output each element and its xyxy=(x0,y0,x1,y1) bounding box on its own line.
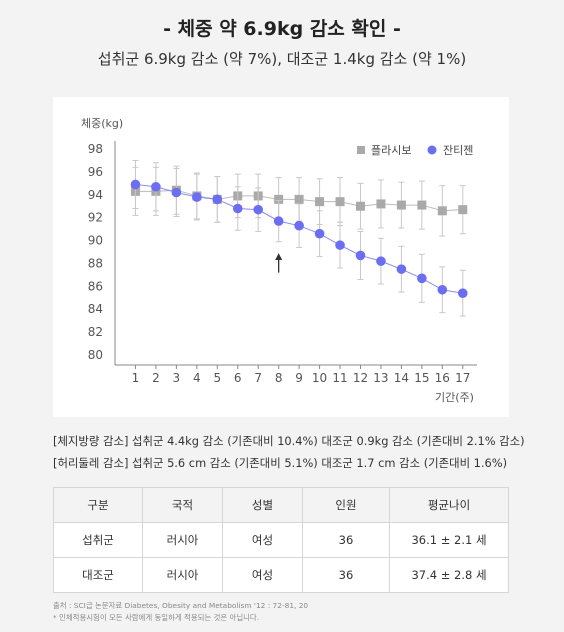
x-tick-label: 3 xyxy=(173,371,181,385)
y-tick-label: 84 xyxy=(88,302,103,316)
x-tick-label: 14 xyxy=(394,371,409,385)
table-header-cell: 평균나이 xyxy=(389,487,509,523)
annotation-arrow-head xyxy=(275,253,283,261)
chart-legend: 플라시보 잔티젠 xyxy=(357,144,473,157)
x-tick-label: 4 xyxy=(193,371,201,385)
y-tick-label: 82 xyxy=(88,325,103,339)
data-point-placebo xyxy=(376,199,386,209)
legend-marker-treatment xyxy=(427,145,437,155)
weight-line-chart: 체중(kg) 기간(주) 플라시보 잔티젠 808284868890929496… xyxy=(81,117,477,404)
table-cell: 36 xyxy=(302,522,390,558)
data-point-treatment xyxy=(130,179,141,190)
data-point-placebo xyxy=(274,194,284,204)
y-tick-label: 90 xyxy=(88,234,103,248)
table-cell: 섭취군 xyxy=(53,522,143,558)
x-tick-label: 15 xyxy=(414,371,429,385)
y-tick-label: 94 xyxy=(88,188,103,202)
data-point-placebo xyxy=(437,206,447,216)
table-cell: 여성 xyxy=(222,522,303,558)
data-point-treatment xyxy=(396,264,407,274)
table-cell: 37.4 ± 2.8 세 xyxy=(389,557,509,593)
table-cell: 러시아 xyxy=(142,522,223,558)
x-tick-label: 5 xyxy=(213,371,221,385)
footnotes: 출처 : SCI급 논문자료 Diabetes, Obesity and Met… xyxy=(53,600,308,624)
data-point-treatment xyxy=(151,181,161,192)
table-row: 대조군 러시아 여성 36 37.4 ± 2.8 세 xyxy=(53,557,509,593)
x-tick-label: 2 xyxy=(152,371,160,385)
x-tick-label: 17 xyxy=(455,371,470,385)
table-cell: 36 xyxy=(302,557,390,593)
data-point-treatment xyxy=(253,204,263,215)
note-body-fat: [체지방량 감소] 섭취군 4.4kg 감소 (기존대비 10.4%) 대조군 … xyxy=(53,434,525,448)
data-point-treatment xyxy=(314,228,325,239)
data-point-treatment xyxy=(376,256,386,266)
x-tick-label: 16 xyxy=(435,371,450,385)
x-axis-label: 기간(주) xyxy=(435,391,474,404)
table-cell: 대조군 xyxy=(53,557,143,593)
legend-label-treatment: 잔티젠 xyxy=(443,144,473,157)
data-point-treatment xyxy=(294,220,304,231)
y-tick-label: 86 xyxy=(88,279,103,293)
data-point-treatment xyxy=(417,273,427,284)
table-cell: 여성 xyxy=(222,557,303,593)
x-tick-label: 13 xyxy=(373,371,388,385)
data-point-treatment xyxy=(212,194,223,205)
table-header-row: 구분 국적 성별 인원 평균나이 xyxy=(53,487,509,523)
note-waist: [허리둘레 감소] 섭취군 5.6 cm 감소 (기존대비 5.1%) 대조군 … xyxy=(53,456,508,470)
demographics-table: 구분 국적 성별 인원 평균나이 섭취군 러시아 여성 36 36.1 ± 2.… xyxy=(53,487,509,593)
table-header-cell: 성별 xyxy=(222,487,303,523)
y-tick-label: 80 xyxy=(88,348,103,362)
footnote-source: 출처 : SCI급 논문자료 Diabetes, Obesity and Met… xyxy=(53,601,309,610)
table-header-cell: 국적 xyxy=(142,487,223,523)
y-axis-label: 체중(kg) xyxy=(81,117,123,130)
data-point-treatment xyxy=(355,250,366,261)
y-tick-label: 96 xyxy=(88,165,103,179)
data-point-treatment xyxy=(192,192,202,202)
page-title: - 체중 약 6.9kg 감소 확인 - xyxy=(163,18,401,40)
data-point-treatment xyxy=(273,216,284,226)
x-tick-label: 8 xyxy=(275,371,283,385)
legend-label-placebo: 플라시보 xyxy=(371,144,411,157)
x-tick-label: 10 xyxy=(312,371,327,385)
table-cell: 러시아 xyxy=(142,557,223,593)
data-point-placebo xyxy=(315,197,325,207)
x-tick-label: 12 xyxy=(353,371,368,385)
table-cell: 36.1 ± 2.1 세 xyxy=(389,522,509,558)
footnote-disclaimer: * 인체적용시험이 모든 사람에게 동일하게 적용되는 것은 아닙니다. xyxy=(53,613,260,622)
y-tick-label: 88 xyxy=(88,256,103,270)
y-tick-label: 98 xyxy=(88,142,103,156)
data-point-treatment xyxy=(171,187,182,198)
data-point-treatment xyxy=(437,284,448,295)
data-point-treatment xyxy=(457,288,468,298)
result-notes: [체지방량 감소] 섭취군 4.4kg 감소 (기존대비 10.4%) 대조군 … xyxy=(53,430,525,474)
data-point-placebo xyxy=(335,197,345,207)
table-row: 섭취군 러시아 여성 36 36.1 ± 2.1 세 xyxy=(53,522,509,558)
data-point-placebo xyxy=(458,205,468,215)
data-point-placebo xyxy=(417,200,427,210)
table-header-cell: 구분 xyxy=(53,487,143,523)
data-point-placebo xyxy=(355,201,365,211)
data-point-placebo xyxy=(294,194,304,204)
x-tick-label: 11 xyxy=(332,371,347,385)
data-point-treatment xyxy=(232,203,243,214)
x-tick-label: 6 xyxy=(234,371,242,385)
x-tick-label: 7 xyxy=(254,371,262,385)
data-point-treatment xyxy=(335,240,345,250)
table-header-cell: 인원 xyxy=(302,487,390,523)
legend-marker-placebo xyxy=(357,146,365,154)
x-tick-label: 9 xyxy=(295,371,303,385)
y-tick-label: 92 xyxy=(88,211,103,225)
x-tick-label: 1 xyxy=(132,371,140,385)
page-subtitle: 섭취군 6.9kg 감소 (약 7%), 대조군 1.4kg 감소 (약 1%) xyxy=(97,50,467,68)
chart-panel: 체중(kg) 기간(주) 플라시보 잔티젠 80 82 84 86 88 90 92 94 96… xyxy=(53,97,509,417)
data-point-placebo xyxy=(396,200,406,210)
